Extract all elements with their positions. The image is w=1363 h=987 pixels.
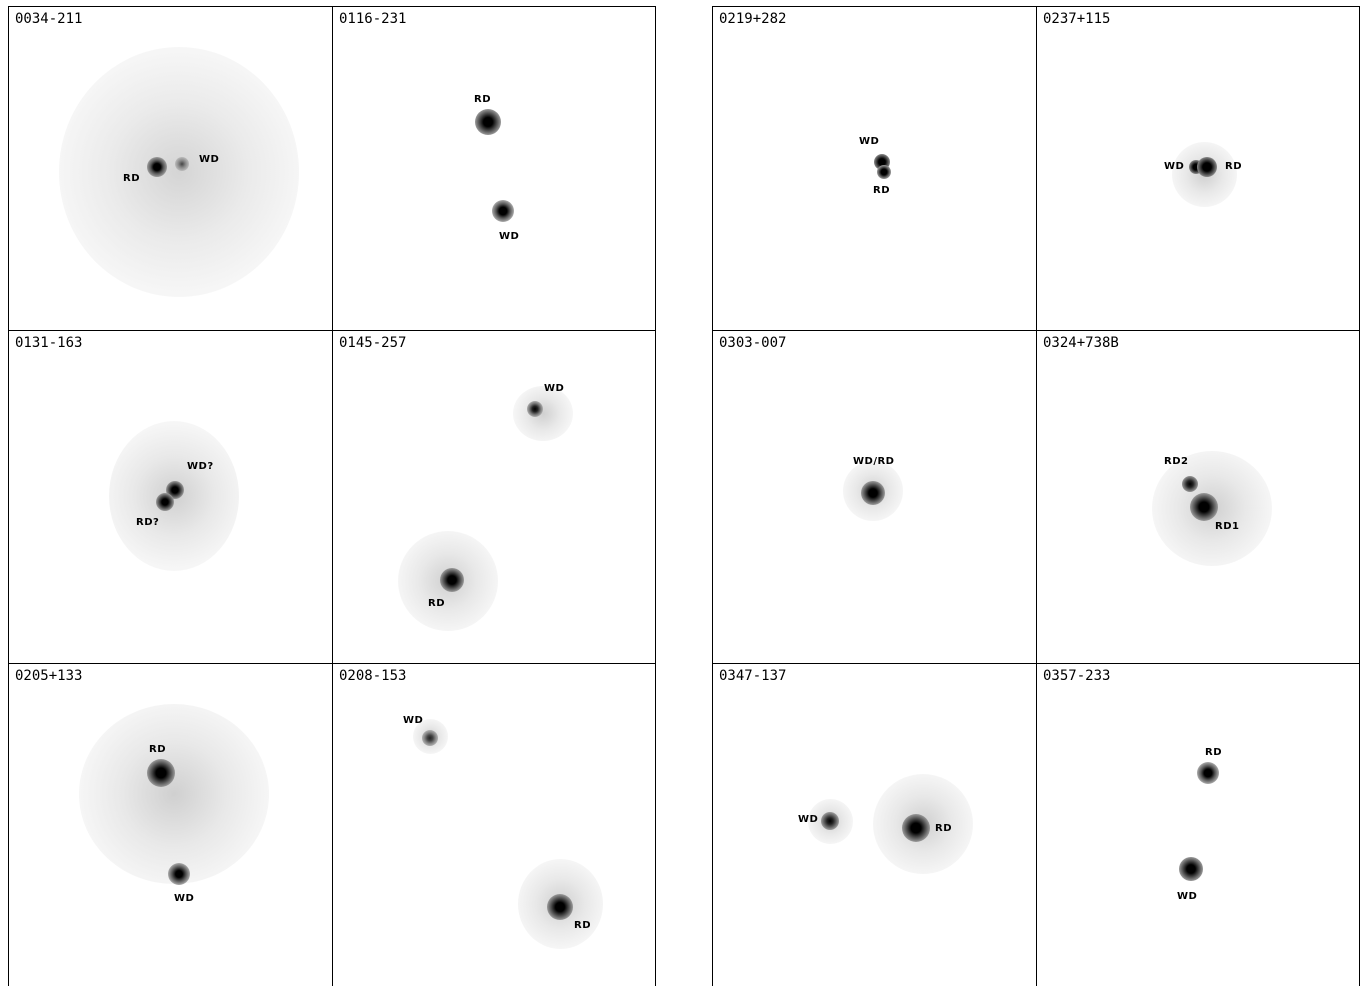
panel-0357-233: 0357-233 RD WD <box>1036 663 1359 986</box>
star-label: RD <box>935 823 953 834</box>
star-label: WD <box>544 383 565 394</box>
panel-0205+133: 0205+133 RD WD <box>9 663 332 986</box>
rd-star <box>156 493 174 511</box>
rd2-star <box>1182 476 1198 492</box>
panel-title: 0303-007 <box>719 335 787 351</box>
wd-star <box>527 401 543 417</box>
diffuse-halo <box>513 386 573 441</box>
star-label: RD <box>574 920 592 931</box>
panel-title: 0034-211 <box>15 11 83 27</box>
rd-star <box>147 759 175 787</box>
star-label: WD/RD <box>853 456 895 467</box>
panel-0034-211: 0034-211 RD WD <box>9 7 332 330</box>
star-label: RD <box>428 598 446 609</box>
star-label: RD2 <box>1164 456 1189 467</box>
panel-0219+282: 0219+282 WD RD <box>713 7 1036 330</box>
panel-0324+738B: 0324+738B RD2 RD1 <box>1036 330 1359 663</box>
panel-title: 0116-231 <box>339 11 407 27</box>
rd-star <box>475 109 501 135</box>
panel-0131-163: 0131-163 WD? RD? <box>9 330 332 663</box>
wd-star <box>422 730 438 746</box>
diffuse-halo <box>59 47 299 297</box>
panel-title: 0219+282 <box>719 11 787 27</box>
star-label: RD <box>149 744 167 755</box>
wd-star <box>492 200 514 222</box>
star-label: WD <box>859 136 880 147</box>
star-label: WD <box>1177 891 1198 902</box>
right-image-grid: 0219+282 WD RD 0237+115 WD RD 0303-007 W… <box>712 6 1360 986</box>
star-label: WD <box>499 231 520 242</box>
rd-star <box>1197 762 1219 784</box>
wd-rd-star <box>861 481 885 505</box>
rd-star <box>877 165 891 179</box>
wd-star <box>175 157 189 171</box>
panel-title: 0347-137 <box>719 668 787 684</box>
star-label: RD <box>873 185 891 196</box>
panel-0237+115: 0237+115 WD RD <box>1036 7 1359 330</box>
rd-star <box>440 568 464 592</box>
star-label: RD? <box>136 517 160 528</box>
rd-star <box>902 814 930 842</box>
star-label: WD <box>174 893 195 904</box>
star-label: RD1 <box>1215 521 1240 532</box>
wd-star <box>1179 857 1203 881</box>
panel-title: 0208-153 <box>339 668 407 684</box>
star-label: WD <box>798 814 819 825</box>
panel-title: 0357-233 <box>1043 668 1111 684</box>
panel-title: 0205+133 <box>15 668 83 684</box>
panel-title: 0324+738B <box>1043 335 1119 351</box>
star-label: WD <box>1164 161 1185 172</box>
rd-star <box>1197 157 1217 177</box>
panel-title: 0237+115 <box>1043 11 1111 27</box>
panel-0208-153: 0208-153 WD RD <box>332 663 655 986</box>
wd-star <box>168 863 190 885</box>
star-label: WD? <box>187 461 214 472</box>
panel-0145-257: 0145-257 WD RD <box>332 330 655 663</box>
star-label: WD <box>403 715 424 726</box>
rd-star <box>547 894 573 920</box>
star-label: RD <box>1225 161 1243 172</box>
star-label: RD <box>474 94 492 105</box>
panel-0116-231: 0116-231 RD WD <box>332 7 655 330</box>
diffuse-halo <box>79 704 269 884</box>
panel-0347-137: 0347-137 WD RD <box>713 663 1036 986</box>
panel-title: 0145-257 <box>339 335 407 351</box>
left-image-grid: 0034-211 RD WD 0116-231 RD WD 0131-163 W… <box>8 6 656 986</box>
star-label: RD <box>1205 747 1223 758</box>
rd-star <box>147 157 167 177</box>
rd1-star <box>1190 493 1218 521</box>
panel-0303-007: 0303-007 WD/RD <box>713 330 1036 663</box>
panel-title: 0131-163 <box>15 335 83 351</box>
star-label: RD <box>123 173 141 184</box>
star-label: WD <box>199 154 220 165</box>
wd-star <box>821 812 839 830</box>
